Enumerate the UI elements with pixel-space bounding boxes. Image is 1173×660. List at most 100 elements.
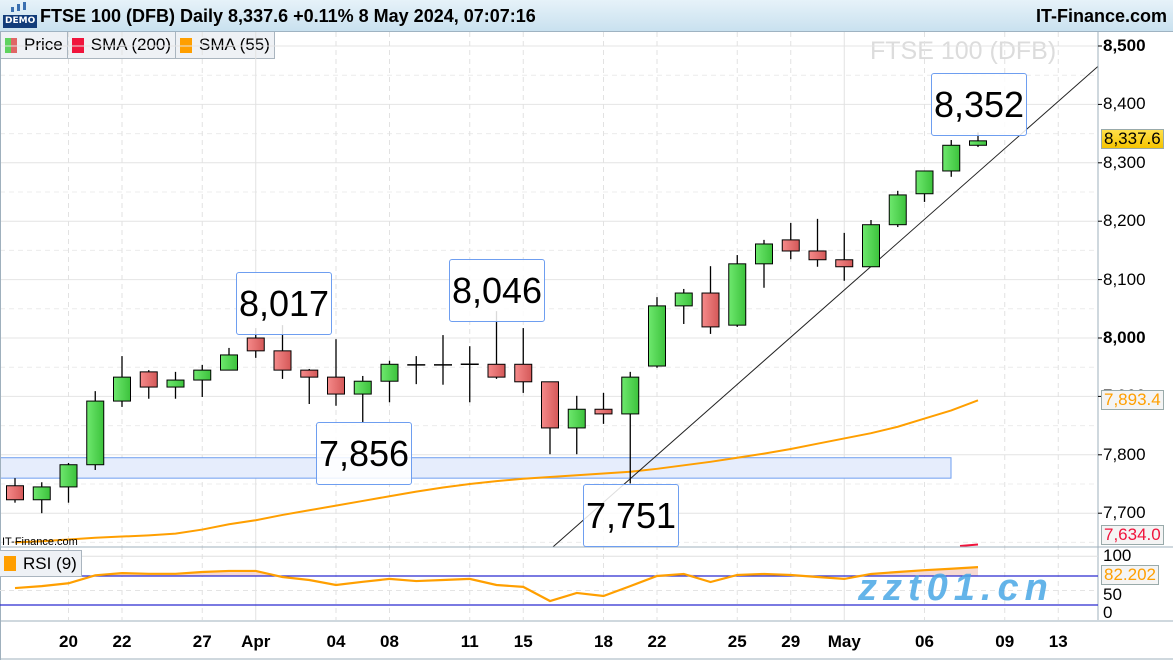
candle [220,347,238,371]
x-tick-label: 22 [647,632,667,651]
rsi-overbought-fill [15,567,978,576]
x-tick-label: 20 [59,632,78,651]
candle [460,346,479,403]
candle [380,360,399,403]
y-tick-label: 8,200 [1103,211,1146,231]
candle-body-up [648,305,666,367]
x-tick-label: 29 [781,632,801,651]
y-tick-label: 8,100 [1103,269,1146,289]
x-tick-label: 22 [112,632,132,651]
candle [808,218,827,267]
candle-body-up [220,354,238,371]
price-callout[interactable]: 8,017 [236,272,332,335]
candle-body-up [86,400,105,466]
candle-body-up [942,144,961,172]
demo-badge: DEMO [3,15,38,28]
candle-body-up [621,376,640,415]
x-tick-label: 25 [727,632,747,651]
candle-body-up [59,464,78,488]
candle-body-up [915,170,934,195]
candle-body-down [487,363,506,378]
candle [193,364,212,397]
candle-body-down [808,250,827,261]
candle [728,255,747,327]
candle-body-down [327,376,345,395]
legend-label: SMA (200) [90,35,172,54]
candle [407,356,426,385]
candle [888,190,907,228]
candle [674,288,693,324]
candle [541,381,559,455]
candle-body-up [353,380,372,395]
small-brand: IT-Finance.com [2,536,78,548]
price-callout[interactable]: 7,856 [316,422,412,485]
candle-body-up [674,292,693,307]
candle-body-down [139,371,158,388]
candle [915,170,934,202]
support-zone [0,457,952,479]
sma200-line [959,543,979,547]
price-callout[interactable]: 8,046 [449,259,545,322]
sma55-line [14,399,979,544]
candle-body-up [888,194,907,226]
chart-header: DEMO FTSE 100 (DFB) Daily 8,337.6 +0.11%… [0,0,1173,32]
x-tick-label: 11 [460,632,479,651]
candle-body-up [755,243,773,265]
candle-body-down [541,381,559,429]
rsi-plot [0,555,1098,606]
price-swatch-icon [5,37,17,53]
brand-link[interactable]: IT-Finance.com [1035,6,1167,26]
candle-body-down [701,292,720,328]
y-tick-label: 8,300 [1103,152,1146,172]
candles-icon [11,2,26,12]
candle-body-up [728,263,747,326]
candle [353,375,372,423]
x-tick-label: May [827,632,861,651]
candle [781,222,800,260]
rsi-tick-label: 0 [1103,603,1113,622]
y-tick-label: 7,800 [1103,444,1146,464]
candle-body-down [273,350,292,371]
candle [327,339,345,406]
candle-body-down [781,239,800,252]
candle [113,356,131,407]
candle-body-down [594,408,613,415]
x-tick-label: Apr [241,632,271,651]
x-tick-label: 13 [1048,632,1068,651]
rsi-legend[interactable]: RSI (9) [0,550,82,577]
candle [59,462,78,503]
rsi-legend-label: RSI (9) [23,553,77,573]
price-callout[interactable]: 7,751 [583,484,679,547]
grid [0,32,1098,620]
demo-candles-icon: DEMO [3,2,38,29]
candle-body-down [835,259,854,268]
sma200-value-tag: 7,634.0 [1101,525,1164,545]
candle-body-up [862,224,880,268]
candle [835,232,854,281]
legend-label: Price [24,35,63,54]
candle [648,297,666,368]
y-tick-label: 8,000 [1103,328,1146,347]
candle [166,371,185,399]
rsi-tick-label: 100 [1103,546,1132,565]
watermark-title: FTSE 100 (DFB) [870,37,1057,65]
candle [567,395,586,455]
candle-body-up [567,408,586,429]
candle-body-up [113,376,131,402]
rsi-value-tag: 82.202 [1101,565,1159,585]
y-tick-label: 8,400 [1103,94,1146,114]
candle [755,239,773,288]
chart-title: FTSE 100 (DFB) Daily 8,337.6 +0.11% 8 Ma… [40,6,536,26]
x-tick-label: 08 [380,632,399,651]
sma200-swatch-icon [71,37,84,53]
x-tick-label: 04 [326,632,346,651]
candle [621,371,640,484]
candle-body-up [193,369,212,381]
candle [942,140,961,177]
rsi-swatch-icon [4,556,16,571]
sma55-swatch-icon [180,37,193,53]
x-tick-label: 09 [995,632,1015,651]
candle-body-down [514,363,533,383]
price-callout[interactable]: 8,352 [931,73,1027,136]
